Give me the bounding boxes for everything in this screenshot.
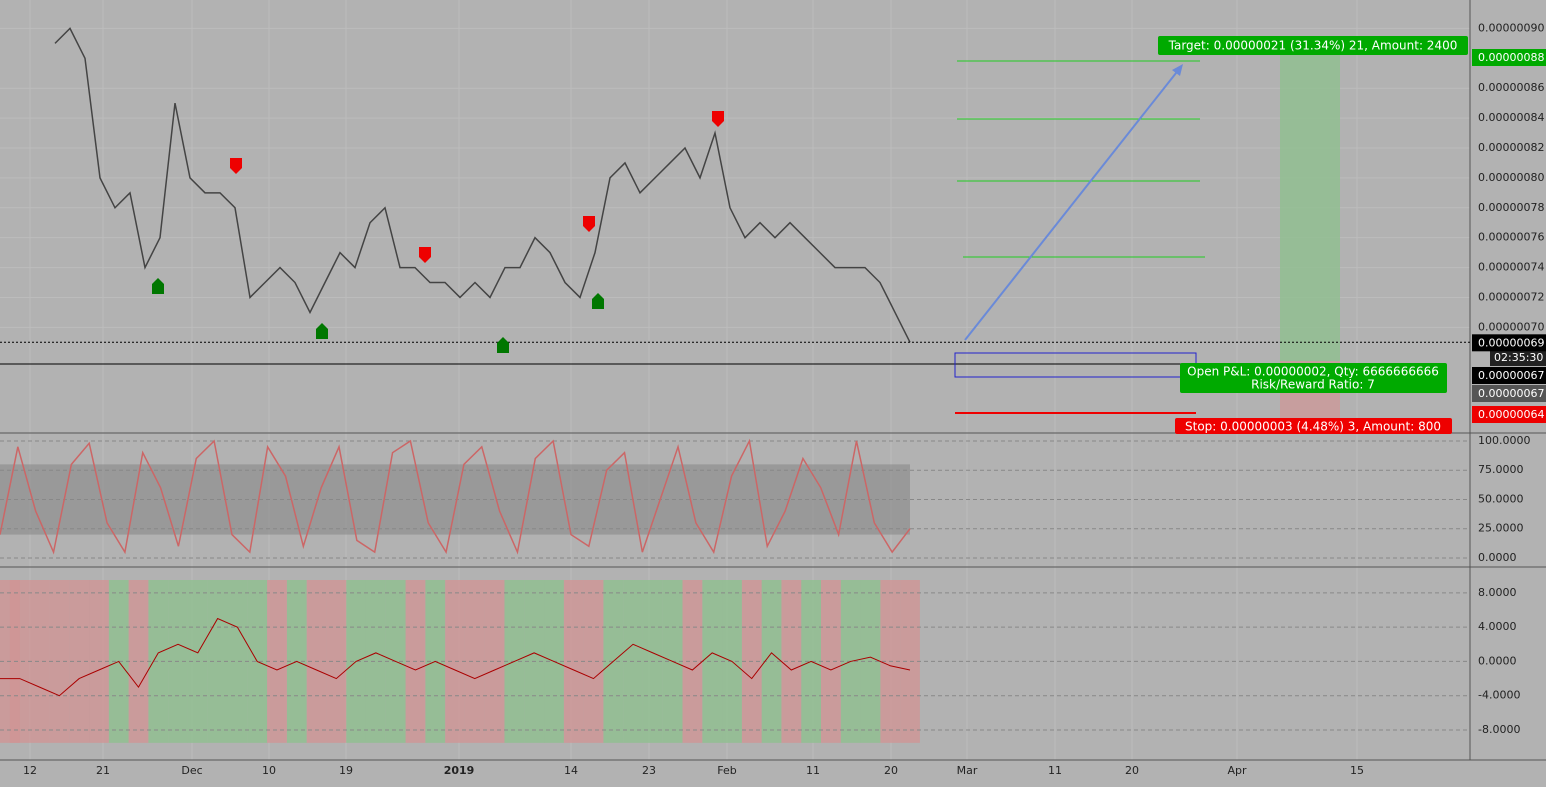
target-badge: 0.00000088 [1478, 51, 1544, 64]
y-tick-label: 0.00000072 [1478, 290, 1544, 303]
y-tick-label: 0.00000074 [1478, 261, 1544, 274]
stop-badge: 0.00000064 [1478, 408, 1544, 421]
osc-stripe [29, 580, 50, 743]
buy-signal [152, 278, 164, 294]
y-tick-label: 0.0000 [1478, 551, 1517, 564]
sell-signal [230, 158, 242, 174]
x-tick-label: Apr [1227, 764, 1247, 777]
target-label-box [1158, 36, 1468, 55]
x-tick-label: 12 [23, 764, 37, 777]
osc-stripe [365, 580, 386, 743]
countdown-badge: 02:35:30 [1494, 351, 1543, 364]
y-tick-label: 0.00000080 [1478, 171, 1544, 184]
sell-signal [583, 216, 595, 232]
y-tick-label: 75.0000 [1478, 463, 1524, 476]
osc-stripe [128, 580, 149, 743]
y-tick-label: -8.0000 [1478, 723, 1520, 736]
x-tick-label: 19 [339, 764, 353, 777]
x-tick-label: 15 [1350, 764, 1364, 777]
osc-stripe [148, 580, 169, 743]
buy-signal [316, 323, 328, 339]
buy-signal [497, 337, 509, 353]
osc-stripe [484, 580, 505, 743]
y-tick-label: 0.00000070 [1478, 320, 1544, 333]
price-line [54, 27, 911, 343]
projection-arrow [964, 67, 1181, 341]
x-tick-label: 20 [1125, 764, 1139, 777]
stop-label: Stop: 0.00000003 (4.48%) 3, Amount: 800 [1185, 420, 1441, 434]
y-tick-label: 0.00000076 [1478, 231, 1544, 244]
x-tick-label: Feb [717, 764, 736, 777]
x-tick-label: 11 [806, 764, 820, 777]
y-tick-label: 0.00000090 [1478, 21, 1544, 34]
osc-stripe [583, 580, 604, 743]
x-tick-label: 14 [564, 764, 578, 777]
x-tick-label: 23 [642, 764, 656, 777]
badge [1472, 385, 1546, 402]
entry-badge-alt: 0.00000067 [1478, 387, 1544, 400]
osc-stripe [820, 580, 841, 743]
x-tick-label: Dec [181, 764, 202, 777]
y-tick-label: 0.00000084 [1478, 111, 1544, 124]
osc-stripe [563, 580, 584, 743]
badge [1490, 350, 1546, 366]
buy-signal [592, 293, 604, 309]
target-label: Target: 0.00000021 (31.34%) 21, Amount: … [1168, 39, 1458, 53]
osc-stripe [227, 580, 248, 743]
pnl-label: Open P&L: 0.00000002, Qty: 6666666666 [1187, 365, 1439, 379]
arrow-head [1172, 64, 1183, 76]
stoch-line [0, 438, 911, 555]
y-tick-label: 0.00000082 [1478, 141, 1544, 154]
profit-zone [1280, 43, 1340, 361]
osc-stripe [464, 580, 485, 743]
badge [1472, 367, 1546, 384]
osc-stripe [702, 580, 723, 743]
y-tick-label: -4.0000 [1478, 689, 1520, 702]
x-tick-label: 10 [262, 764, 276, 777]
y-tick-label: 4.0000 [1478, 620, 1517, 633]
entry-badge: 0.00000067 [1478, 369, 1544, 382]
sell-signal [419, 247, 431, 263]
badge [1472, 49, 1546, 66]
osc-line [0, 617, 911, 697]
last-price-badge: 0.00000069 [1478, 336, 1544, 349]
stop-label-box [1175, 418, 1452, 434]
y-tick-label: 0.00000086 [1478, 81, 1544, 94]
y-tick-label: 8.0000 [1478, 586, 1517, 599]
badge [1472, 334, 1546, 352]
y-tick-label: 100.0000 [1478, 434, 1531, 447]
osc-stripe [682, 580, 703, 743]
y-tick-label: 0.0000 [1478, 654, 1517, 667]
x-tick-label: Mar [957, 764, 978, 777]
x-tick-label: 21 [96, 764, 110, 777]
badge [1472, 406, 1546, 423]
ratio-label: Risk/Reward Ratio: 7 [1251, 378, 1375, 392]
y-tick-label: 50.0000 [1478, 492, 1524, 505]
sell-signal [712, 111, 724, 127]
x-tick-label: 11 [1048, 764, 1062, 777]
pnl-box [1180, 363, 1447, 393]
y-tick-label: 0.00000078 [1478, 201, 1544, 214]
y-tick-label: 25.0000 [1478, 522, 1524, 535]
x-tick-label: 20 [884, 764, 898, 777]
x-tick-label: 2019 [444, 764, 475, 777]
